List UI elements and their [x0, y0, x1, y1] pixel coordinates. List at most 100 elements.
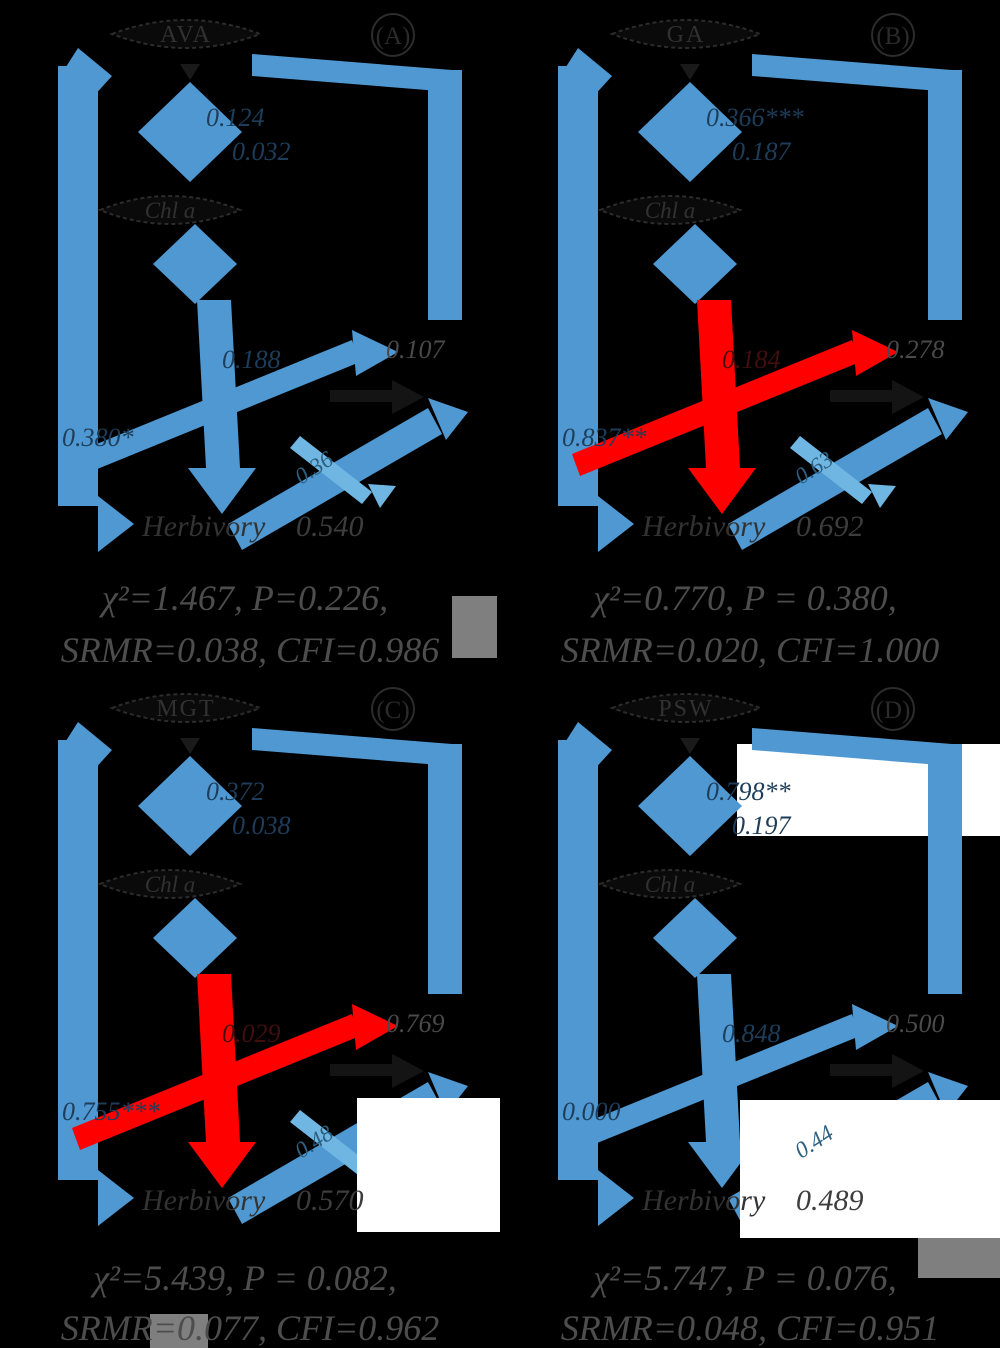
cross-path-arrow [572, 330, 898, 476]
coef-top-1: 0.124 [206, 103, 265, 132]
fit-stats-line2: SRMR=0.038, CFI=0.986 [61, 630, 440, 670]
down-path-arrow [188, 974, 256, 1188]
lens-arrowhead-icon [680, 738, 700, 754]
panel-letter-badge [871, 687, 915, 731]
outcome-label: Herbivory [141, 510, 266, 543]
mid-diamond [653, 224, 737, 304]
top-node-lens [109, 693, 263, 723]
outcome-label: Herbivory [641, 1184, 766, 1217]
mid-node-label: Chl a [645, 872, 695, 897]
fit-stats-line1: χ²=1.467, P=0.226, [99, 578, 388, 618]
coef-top-2: 0.038 [232, 811, 291, 840]
mid-node-label: Chl a [145, 872, 195, 897]
top-diamond [138, 756, 242, 856]
fit-stats-line1: χ²=5.747, P = 0.076, [590, 1258, 897, 1298]
white-patch-bottom [740, 1100, 1000, 1238]
gray-patch [918, 1238, 1000, 1278]
outcome-label: Herbivory [141, 1184, 266, 1217]
left-path-arrow [58, 722, 134, 1226]
fit-stats-line2: SRMR=0.048, CFI=0.951 [561, 1308, 940, 1348]
panel-letter-badge [371, 687, 415, 731]
left-path-arrow [558, 48, 634, 552]
small-arrow-icon [830, 380, 924, 414]
coef-top-2: 0.197 [732, 811, 792, 840]
gray-patch [150, 1314, 208, 1348]
coef-right: 0.107 [386, 335, 446, 364]
panel-c: MGT (C) 0.372 0.038 Chl a 0.029 0.755***… [58, 687, 500, 1348]
top-node-label: AVA [160, 22, 212, 48]
top-node-lens [109, 19, 263, 49]
right-path-band [252, 54, 462, 320]
mid-diamond [653, 898, 737, 978]
gray-patch [452, 596, 497, 658]
lens-arrowhead-icon [180, 738, 200, 754]
coef-top-1: 0.798** [706, 777, 791, 806]
outcome-value: 0.540 [296, 510, 364, 543]
chl-node-lens [597, 195, 743, 225]
fit-stats-line1: χ²=5.439, P = 0.082, [90, 1258, 397, 1298]
left-path-arrow [558, 722, 634, 1226]
coef-right: 0.500 [886, 1009, 945, 1038]
mid-node-label: Chl a [145, 198, 195, 223]
down-path-arrow [188, 300, 256, 514]
fit-stats-line2: SRMR=0.020, CFI=1.000 [561, 630, 940, 670]
mid-diamond [153, 224, 237, 304]
small-arrow-icon [330, 380, 424, 414]
light-curve-arrow [290, 436, 396, 508]
top-diamond [638, 756, 742, 856]
panel-a: AVA (A) 0.124 0.032 Chl a 0.188 0.380* 0… [58, 13, 497, 670]
mid-node-label: Chl a [645, 198, 695, 223]
panel-letter-badge [871, 13, 915, 57]
chl-node-lens [597, 869, 743, 899]
cross-path-arrow [572, 1004, 898, 1150]
outcome-label: Herbivory [641, 510, 766, 543]
coef-left: 0.837** [562, 423, 647, 452]
chl-node-lens [97, 195, 243, 225]
cross-path-arrow [72, 1004, 398, 1150]
small-arrow-icon [330, 1054, 424, 1088]
light-curve-arrow [790, 436, 896, 508]
lens-arrowhead-icon [680, 64, 700, 80]
coef-top-2: 0.187 [732, 137, 792, 166]
top-diamond [138, 82, 242, 182]
small-arrow-icon [830, 1054, 924, 1088]
coef-left: 0.000 [562, 1097, 621, 1126]
down-path-arrow [688, 974, 756, 1188]
coef-right: 0.769 [386, 1009, 445, 1038]
cross-path-arrow [72, 330, 398, 476]
left-path-arrow [58, 48, 134, 552]
outcome-value: 0.489 [796, 1184, 864, 1217]
top-node-label: GA [667, 22, 706, 48]
coef-right: 0.278 [886, 335, 945, 364]
top-node-label: MGT [156, 696, 215, 722]
panel-letter: (A) [376, 23, 411, 50]
coef-mid: 0.848 [722, 1019, 781, 1048]
top-node-lens [609, 693, 763, 723]
panel-letter: (B) [876, 23, 909, 50]
fit-stats-line1: χ²=0.770, P = 0.380, [590, 578, 897, 618]
white-patch [357, 1098, 500, 1232]
outcome-value: 0.570 [296, 1184, 364, 1217]
outcome-value: 0.692 [796, 510, 864, 543]
coef-left: 0.755*** [62, 1097, 160, 1126]
coef-left: 0.380* [62, 423, 134, 452]
top-node-lens [609, 19, 763, 49]
top-node-label: PSW [658, 696, 713, 722]
mid-diamond [153, 898, 237, 978]
coef-mid: 0.184 [722, 345, 781, 374]
fit-stats-line2: SRMR=0.077, CFI=0.962 [61, 1308, 440, 1348]
panel-letter-badge [371, 13, 415, 57]
panel-letter: (D) [876, 697, 911, 724]
panel-letter: (C) [376, 697, 409, 724]
right-path-band [752, 54, 962, 320]
right-path-band [752, 728, 962, 994]
chl-node-lens [97, 869, 243, 899]
coef-top-1: 0.372 [206, 777, 265, 806]
panel-b: GA (B) 0.366*** 0.187 Chl a 0.184 0.837*… [558, 13, 968, 670]
top-diamond [638, 82, 742, 182]
right-path-band [252, 728, 462, 994]
coef-top-1: 0.366*** [706, 103, 804, 132]
coef-mid: 0.029 [222, 1019, 281, 1048]
